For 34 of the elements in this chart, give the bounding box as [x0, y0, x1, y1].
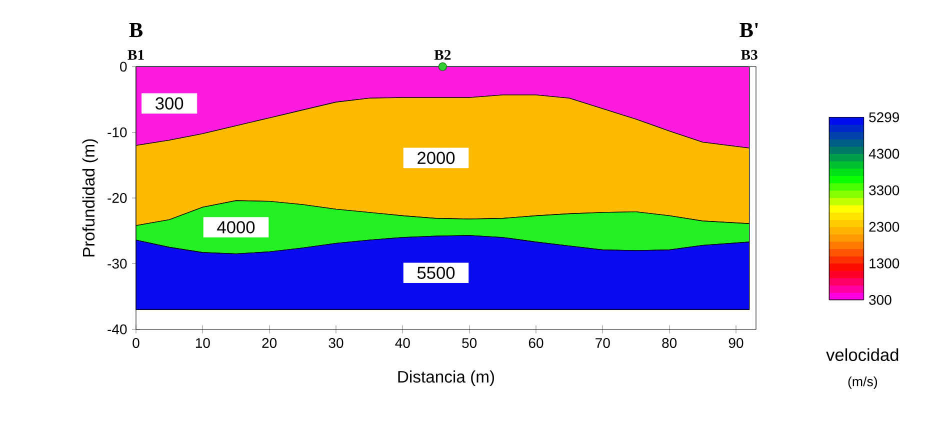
color-bar-title: velocidad — [826, 348, 898, 362]
color-bar-label: 1300 — [870, 258, 900, 268]
x-tick-label: 90 — [728, 338, 744, 348]
color-bar-label: 3300 — [869, 185, 900, 196]
series-label: 4000 — [217, 221, 255, 234]
x-tick-label: 50 — [462, 338, 477, 348]
annotation: B3 — [741, 50, 758, 60]
x-tick-label: 30 — [328, 338, 344, 348]
color-bar-label: 5299 — [869, 112, 899, 122]
series-label: 300 — [156, 97, 184, 110]
y-axis-title: Profundidad (m) — [82, 139, 98, 256]
color-bar-label: 4300 — [868, 148, 900, 159]
x-tick-label: 40 — [395, 338, 410, 348]
y-tick-label: -40 — [108, 324, 127, 334]
x-axis-title: Distancia (m) — [398, 370, 494, 386]
x-tick-label: 20 — [262, 338, 277, 348]
y-tick-label: -20 — [108, 193, 127, 203]
series-label: 5500 — [417, 266, 455, 279]
y-tick-label: -30 — [108, 258, 127, 269]
x-tick-label: 70 — [596, 338, 610, 348]
color-bar-label: 2300 — [869, 222, 900, 232]
x-tick-label: 80 — [662, 338, 677, 348]
color-bar-label: 300 — [869, 294, 892, 305]
y-tick-label: -10 — [108, 127, 127, 138]
y-tick-label: 0 — [120, 62, 127, 72]
annotation: B1 — [128, 50, 144, 60]
x-tick-label: 0 — [132, 338, 140, 348]
annotation: B2 — [434, 50, 451, 60]
text: (m/s) — [848, 376, 878, 389]
series-label: 2000 — [418, 152, 455, 164]
annotation: B — [129, 23, 143, 38]
x-tick-label: 60 — [528, 338, 544, 348]
x-tick-label: 10 — [196, 338, 210, 348]
annotation: B' — [740, 23, 758, 38]
